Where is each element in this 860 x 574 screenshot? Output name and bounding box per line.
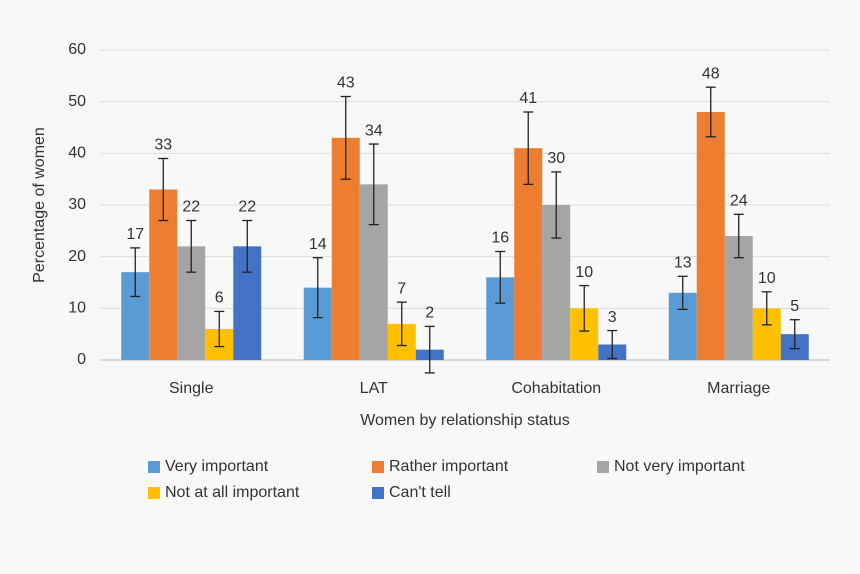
y-tick-label: 40 (68, 145, 86, 162)
data-label: 10 (758, 270, 776, 287)
y-tick-label: 30 (68, 196, 86, 213)
error-bar (158, 157, 169, 222)
error-bar (340, 95, 351, 180)
legend-label: Rather important (389, 458, 509, 475)
data-label: 48 (702, 65, 720, 82)
data-label: 24 (730, 193, 748, 210)
error-bar (761, 291, 772, 326)
legend-label: Very important (165, 458, 269, 475)
error-bar (495, 250, 506, 304)
bar (696, 112, 725, 360)
error-bar (130, 247, 141, 298)
error-bar (579, 284, 590, 332)
error-bar (368, 143, 379, 226)
y-axis-title: Percentage of women (31, 127, 48, 283)
data-label: 17 (126, 226, 144, 243)
y-tick-label: 10 (68, 300, 86, 317)
data-label: 34 (365, 122, 383, 139)
data-label: 22 (182, 199, 200, 216)
x-tick-label: LAT (360, 380, 388, 397)
data-label: 33 (154, 137, 172, 154)
error-bar (312, 257, 323, 319)
data-label: 2 (425, 305, 434, 322)
legend-swatch (597, 461, 609, 473)
x-tick-label: Marriage (707, 380, 770, 397)
error-bar (705, 86, 716, 138)
legend-label: Not at all important (165, 484, 300, 501)
data-label: 30 (547, 150, 565, 167)
error-bar (214, 310, 225, 348)
data-label: 16 (491, 230, 509, 247)
error-bar (551, 171, 562, 239)
legend-swatch (148, 461, 160, 473)
x-tick-label: Cohabitation (511, 380, 601, 397)
legend-label: Not very important (614, 458, 745, 475)
legend-swatch (372, 487, 384, 499)
data-label: 43 (337, 75, 355, 92)
data-label: 7 (397, 280, 406, 297)
error-bar (733, 213, 744, 259)
data-label: 6 (215, 290, 224, 307)
data-label: 3 (608, 309, 617, 326)
error-bar (242, 219, 253, 273)
legend-swatch (372, 461, 384, 473)
x-tick-label: Single (169, 380, 214, 397)
y-tick-label: 0 (77, 351, 86, 368)
data-label: 22 (238, 199, 256, 216)
legend-label: Can't tell (389, 484, 451, 501)
error-bar (186, 219, 197, 273)
data-label: 41 (519, 90, 537, 107)
error-bar (789, 319, 800, 350)
data-label: 10 (575, 264, 593, 281)
x-axis-title: Women by relationship status (360, 412, 570, 429)
error-bar (677, 275, 688, 311)
legend-swatch (148, 487, 160, 499)
error-bar (523, 111, 534, 185)
y-tick-label: 60 (68, 41, 86, 58)
data-label: 5 (790, 298, 799, 315)
data-label: 13 (674, 255, 692, 272)
error-bar (396, 301, 407, 347)
y-tick-label: 50 (68, 93, 86, 110)
data-label: 14 (309, 236, 327, 253)
error-bar (424, 325, 435, 374)
y-tick-label: 20 (68, 248, 86, 265)
error-bar (607, 329, 618, 360)
